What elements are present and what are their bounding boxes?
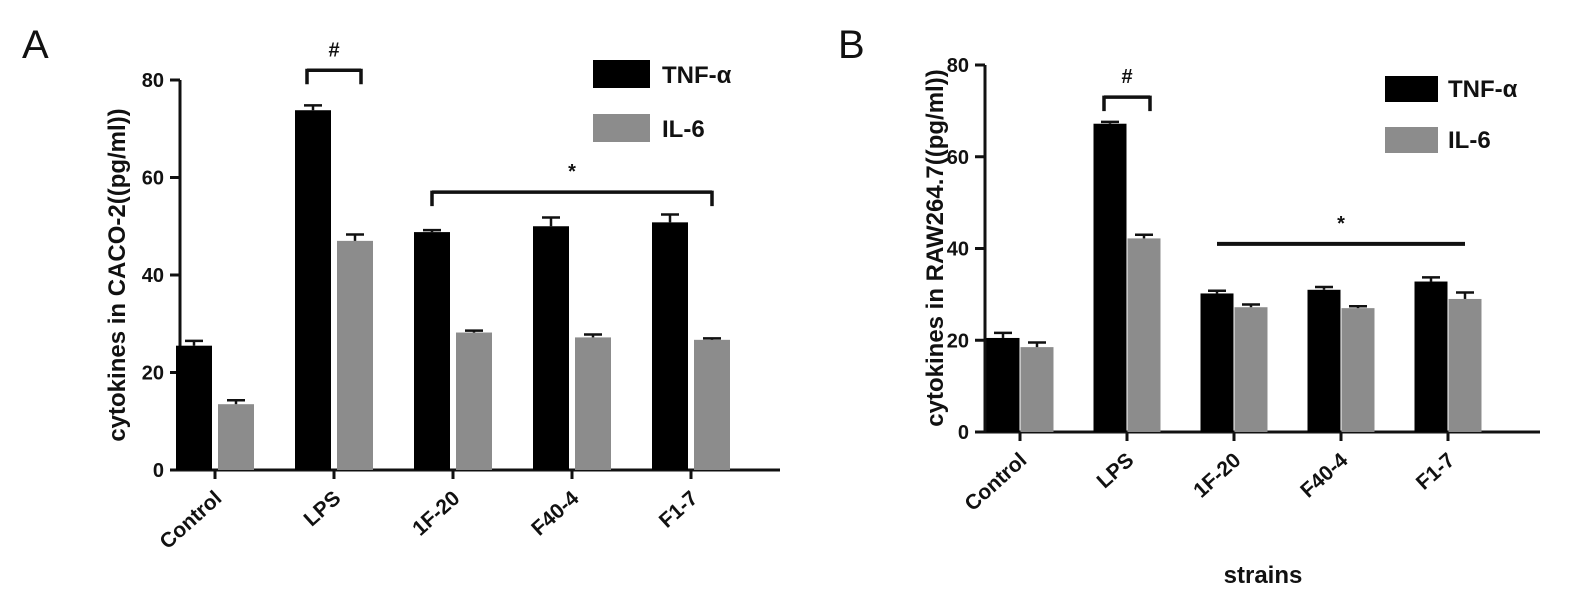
- bar: [694, 339, 730, 470]
- significance-marker: #: [328, 39, 339, 61]
- significance-marker: *: [1337, 213, 1345, 235]
- legend-label: IL-6: [662, 116, 705, 143]
- y-tick-label: 0: [153, 460, 164, 482]
- legend-swatch: [593, 60, 650, 88]
- panel-label: A: [22, 23, 49, 67]
- legend-swatch: [1385, 76, 1438, 102]
- x-category-label: LPS: [1093, 449, 1139, 493]
- significance-marker: #: [1121, 66, 1132, 88]
- y-tick-label: 20: [947, 330, 969, 352]
- x-category-label: Control: [960, 449, 1031, 516]
- panel-label: B: [838, 23, 865, 67]
- bar: [1307, 289, 1341, 432]
- y-tick-label: 40: [947, 239, 969, 261]
- y-tick-label: 80: [947, 55, 969, 77]
- x-axis-title: strains: [1224, 562, 1303, 589]
- bar: [575, 337, 611, 470]
- legend-swatch: [593, 114, 650, 142]
- bar: [1200, 293, 1234, 432]
- y-tick-label: 40: [142, 265, 164, 287]
- bar: [337, 240, 373, 470]
- legend-label: TNF-α: [1448, 76, 1518, 103]
- bar: [652, 222, 688, 470]
- y-axis-title: cytokines in CACO-2((pg/ml)): [104, 108, 131, 441]
- y-tick-label: 20: [142, 363, 164, 385]
- legend-swatch: [1385, 127, 1438, 153]
- bar: [218, 404, 254, 470]
- x-category-label: F1-7: [655, 487, 702, 533]
- x-category-label: 1F-20: [1189, 449, 1245, 503]
- bar: [414, 232, 450, 470]
- bar: [1234, 307, 1268, 432]
- y-tick-label: 60: [142, 168, 164, 190]
- x-category-label: 1F-20: [408, 487, 464, 541]
- x-category-label: Control: [155, 487, 226, 554]
- bar: [295, 110, 331, 470]
- y-tick-label: 0: [958, 422, 969, 444]
- bar: [1448, 298, 1482, 432]
- x-category-label: LPS: [300, 487, 346, 531]
- bar: [1341, 308, 1375, 432]
- legend-label: IL-6: [1448, 127, 1491, 154]
- chart-panel-a: A 0 20 40 60 80 cytokines in CACO-2((pg/ml)) Co…: [22, 23, 780, 554]
- x-category-label: F40-4: [527, 486, 583, 540]
- bar: [1020, 347, 1054, 432]
- bar: [1127, 238, 1161, 432]
- bar: [456, 332, 492, 470]
- bar: [1414, 281, 1448, 432]
- bar: [1093, 123, 1127, 432]
- legend-label: TNF-α: [662, 62, 732, 89]
- bar: [533, 226, 569, 470]
- y-axis-title: cytokines in RAW264.7((pg/ml)): [922, 69, 949, 426]
- x-category-label: F1-7: [1412, 449, 1459, 495]
- y-tick-label: 80: [142, 70, 164, 92]
- bar: [986, 337, 1020, 432]
- x-category-label: F40-4: [1296, 448, 1352, 502]
- y-tick-label: 60: [947, 147, 969, 169]
- bar: [176, 345, 212, 470]
- significance-marker: *: [568, 161, 576, 183]
